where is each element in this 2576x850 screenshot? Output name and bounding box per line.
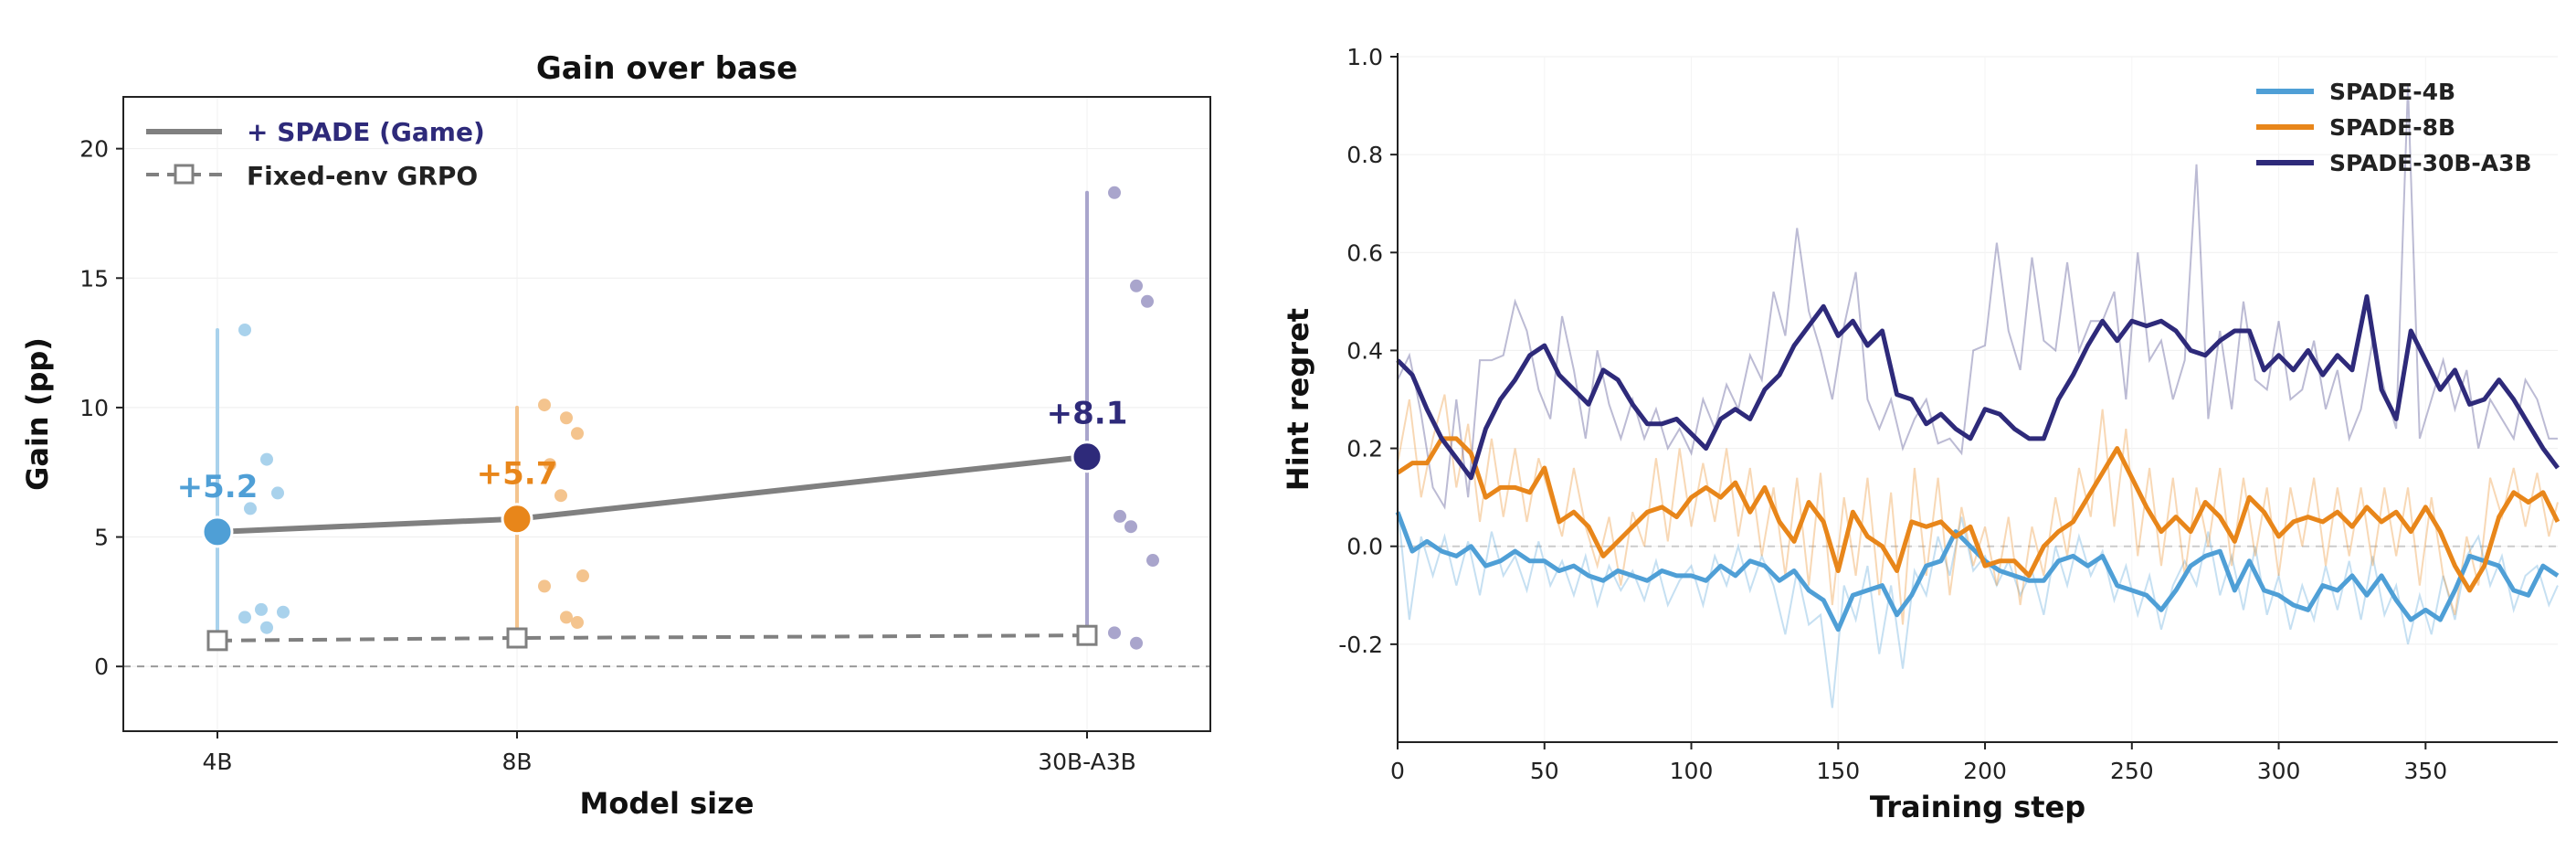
per-game-point	[538, 398, 551, 412]
left-legend: + SPADE (Game) Fixed-env GRPO	[146, 117, 485, 191]
left-chart-title: Gain over base	[536, 50, 797, 87]
legend-fixed-env-label: Fixed-env GRPO	[247, 161, 478, 191]
gain-panel: Gain over base +5.2 +5.7 +8.1 0 5 10 15 20 4B 8…	[20, 50, 1211, 821]
value-label-8B: +5.7	[477, 456, 558, 493]
right-x-tick-label: 100	[1670, 758, 1714, 784]
right-y-tick-label: 0.6	[1346, 239, 1383, 266]
left-per-game-points	[238, 186, 1159, 650]
left-range-bars	[216, 190, 1089, 643]
legend-spade-game-label: + SPADE (Game)	[247, 117, 485, 147]
right-axes	[1397, 53, 2558, 743]
right-x-tick-label: 300	[2257, 758, 2301, 784]
per-game-point	[576, 569, 589, 583]
per-game-point	[1114, 509, 1126, 523]
spade-game-marker-8B	[501, 503, 533, 536]
left-y-tick-label: 15	[79, 265, 109, 292]
right-y-tick-label: 0.0	[1346, 534, 1383, 560]
left-value-labels: +5.2 +5.7 +8.1	[177, 396, 1128, 505]
left-y-tick-label: 0	[94, 653, 109, 680]
per-game-point	[260, 621, 273, 634]
right-x-tick-label: 150	[1816, 758, 1860, 784]
per-game-point	[571, 616, 584, 630]
legend-label-SPADE-4B: SPADE-4B	[2329, 79, 2455, 105]
right-y-tick-label: 0.8	[1346, 142, 1383, 168]
per-game-point	[255, 602, 268, 616]
right-x-tick-label: 250	[2110, 758, 2154, 784]
per-game-point	[1141, 294, 1154, 308]
left-x-tick-label: 8B	[501, 749, 532, 775]
per-game-point	[560, 611, 573, 624]
hint-regret-panel: -0.2 0.0 0.2 0.4 0.6 0.8 1.0 0 50 100 150 200 250 30…	[1281, 44, 2560, 824]
per-game-point	[260, 452, 273, 466]
per-game-point	[1108, 186, 1121, 199]
per-game-point	[554, 489, 567, 503]
per-game-point	[244, 502, 257, 515]
per-game-point	[544, 458, 556, 472]
left-markers	[201, 441, 1103, 652]
right-x-tick-label: 0	[1390, 758, 1405, 784]
smoothed-line-SPADE-30B-A3B	[1396, 294, 2560, 481]
per-game-point	[571, 427, 584, 441]
right-x-axis-label: Training step	[1870, 790, 2085, 824]
fixed-env-marker-30B-A3B	[1076, 624, 1098, 646]
spade-game-marker-4B	[201, 515, 234, 548]
left-y-tick-label: 20	[79, 136, 109, 163]
per-game-point	[560, 411, 573, 425]
legend-square-marker	[174, 164, 195, 185]
per-game-point	[238, 323, 251, 336]
per-game-point	[238, 611, 251, 624]
left-y-ticks: 0 5 10 15 20	[79, 136, 123, 680]
right-y-axis-label: Hint regret	[1281, 308, 1315, 491]
right-legend: SPADE-4B SPADE-8B SPADE-30B-A3B	[2256, 79, 2532, 176]
smoothed-line-SPADE-8B	[1396, 436, 2560, 593]
per-game-point	[277, 605, 290, 619]
value-label-4B: +5.2	[177, 469, 259, 505]
legend-label-SPADE-30B-A3B: SPADE-30B-A3B	[2329, 150, 2532, 176]
right-y-tick-label: -0.2	[1338, 632, 1383, 658]
per-game-point	[1130, 279, 1143, 292]
left-x-ticks: 4B 8B 30B-A3B	[202, 731, 1136, 775]
value-label-30B-A3B: +8.1	[1047, 396, 1128, 432]
spade-game-marker-30B-A3B	[1071, 441, 1103, 473]
right-x-ticks: 0 50 100 150 200 250 300 350	[1390, 742, 2447, 784]
per-game-point	[1146, 554, 1159, 568]
left-x-tick-label: 4B	[202, 749, 232, 775]
right-y-tick-label: 1.0	[1346, 44, 1383, 70]
per-game-point	[271, 486, 284, 500]
right-y-tick-label: 0.2	[1346, 436, 1383, 462]
left-y-tick-label: 10	[79, 395, 109, 421]
fixed-env-marker-4B	[206, 630, 228, 652]
left-plot-frame	[122, 96, 1211, 732]
smoothed-line-SPADE-4B	[1395, 511, 2560, 632]
left-y-axis-label: Gain (pp)	[20, 337, 55, 491]
per-game-point	[538, 579, 551, 593]
right-y-ticks: -0.2 0.0 0.2 0.4 0.6 0.8 1.0	[1338, 44, 1398, 658]
right-y-tick-label: 0.4	[1346, 337, 1383, 364]
per-game-point	[1124, 520, 1137, 534]
fixed-env-marker-8B	[506, 627, 528, 649]
per-game-point	[1108, 626, 1121, 640]
right-x-tick-label: 200	[1963, 758, 2007, 784]
raw-line-SPADE-4B	[1397, 506, 2559, 708]
right-smoothed-series	[1395, 294, 2560, 632]
right-x-tick-label: 50	[1530, 758, 1559, 784]
legend-label-SPADE-8B: SPADE-8B	[2329, 114, 2455, 141]
left-y-tick-label: 5	[94, 525, 109, 551]
per-game-point	[1130, 636, 1143, 650]
left-x-tick-label: 30B-A3B	[1038, 749, 1136, 775]
right-x-tick-label: 350	[2403, 758, 2447, 784]
left-series-lines	[216, 453, 1088, 643]
left-x-axis-label: Model size	[580, 786, 755, 821]
fixed-env-line	[216, 633, 1088, 643]
spade-game-line	[216, 453, 1088, 535]
